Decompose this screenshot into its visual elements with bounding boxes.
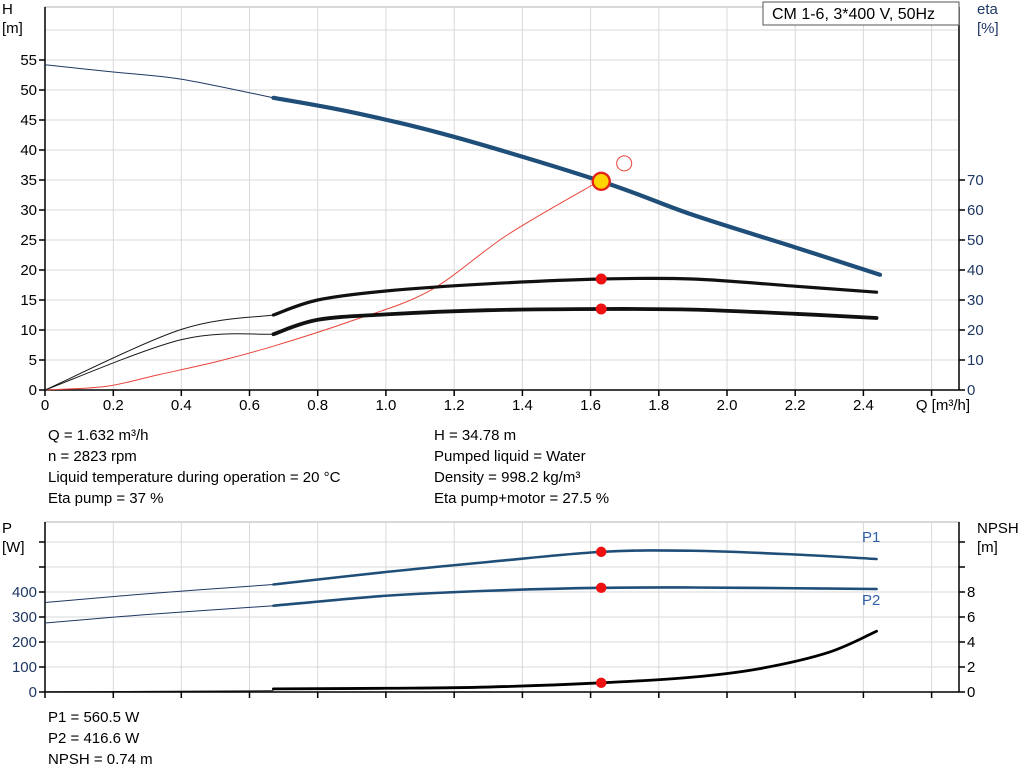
svg-text:P2 = 416.6 W: P2 = 416.6 W (48, 730, 140, 747)
svg-text:55: 55 (20, 52, 37, 69)
svg-text:40: 40 (967, 262, 984, 279)
svg-text:eta: eta (977, 1, 999, 18)
svg-text:0: 0 (967, 684, 975, 701)
svg-text:100: 100 (12, 659, 37, 676)
svg-text:1.8: 1.8 (648, 397, 669, 414)
svg-text:6: 6 (967, 609, 975, 626)
svg-text:35: 35 (20, 172, 37, 189)
svg-text:Eta pump = 37 %: Eta pump = 37 % (48, 490, 164, 507)
svg-text:0: 0 (41, 397, 49, 414)
svg-text:P: P (2, 520, 12, 537)
svg-text:70: 70 (967, 172, 984, 189)
svg-text:[%]: [%] (977, 20, 999, 37)
svg-text:2: 2 (967, 659, 975, 676)
svg-text:NPSH: NPSH (977, 520, 1019, 537)
svg-text:Eta pump+motor = 27.5 %: Eta pump+motor = 27.5 % (434, 490, 609, 507)
svg-text:400: 400 (12, 584, 37, 601)
svg-text:[W]: [W] (2, 539, 25, 556)
svg-text:n = 2823 rpm: n = 2823 rpm (48, 448, 137, 465)
svg-text:P1: P1 (862, 529, 880, 546)
svg-text:Q = 1.632 m³/h: Q = 1.632 m³/h (48, 427, 148, 444)
svg-text:Q [m³/h]: Q [m³/h] (916, 397, 970, 414)
svg-text:0: 0 (29, 382, 37, 399)
svg-text:H = 34.78 m: H = 34.78 m (434, 427, 516, 444)
svg-text:2.4: 2.4 (853, 397, 874, 414)
svg-text:0: 0 (29, 684, 37, 701)
svg-text:50: 50 (967, 232, 984, 249)
svg-text:45: 45 (20, 112, 37, 129)
svg-text:5: 5 (29, 352, 37, 369)
svg-text:25: 25 (20, 232, 37, 249)
svg-text:[m]: [m] (2, 20, 23, 37)
svg-text:1.0: 1.0 (375, 397, 396, 414)
svg-text:[m]: [m] (977, 539, 998, 556)
svg-text:20: 20 (967, 322, 984, 339)
svg-text:1.4: 1.4 (512, 397, 533, 414)
svg-text:P2: P2 (862, 592, 880, 609)
svg-text:8: 8 (967, 584, 975, 601)
svg-text:H: H (2, 1, 13, 18)
svg-text:CM 1-6, 3*400 V, 50Hz: CM 1-6, 3*400 V, 50Hz (772, 6, 935, 23)
svg-text:200: 200 (12, 634, 37, 651)
svg-text:0.4: 0.4 (171, 397, 192, 414)
svg-text:0.2: 0.2 (103, 397, 124, 414)
svg-text:0.8: 0.8 (307, 397, 328, 414)
svg-text:300: 300 (12, 609, 37, 626)
svg-text:2.2: 2.2 (785, 397, 806, 414)
svg-text:40: 40 (20, 142, 37, 159)
svg-text:NPSH = 0.74 m: NPSH = 0.74 m (48, 751, 153, 768)
svg-text:60: 60 (967, 202, 984, 219)
svg-text:2.0: 2.0 (717, 397, 738, 414)
svg-text:0.6: 0.6 (239, 397, 260, 414)
svg-text:10: 10 (967, 352, 984, 369)
svg-text:Liquid temperature during oper: Liquid temperature during operation = 20… (48, 469, 341, 486)
svg-text:50: 50 (20, 82, 37, 99)
svg-text:15: 15 (20, 292, 37, 309)
svg-text:1.6: 1.6 (580, 397, 601, 414)
svg-text:1.2: 1.2 (444, 397, 465, 414)
svg-text:Density = 998.2 kg/m³: Density = 998.2 kg/m³ (434, 469, 580, 486)
svg-text:30: 30 (20, 202, 37, 219)
svg-text:P1 = 560.5 W: P1 = 560.5 W (48, 709, 140, 726)
svg-text:Pumped liquid = Water: Pumped liquid = Water (434, 448, 586, 465)
svg-text:30: 30 (967, 292, 984, 309)
svg-text:10: 10 (20, 322, 37, 339)
svg-text:20: 20 (20, 262, 37, 279)
svg-text:4: 4 (967, 634, 975, 651)
